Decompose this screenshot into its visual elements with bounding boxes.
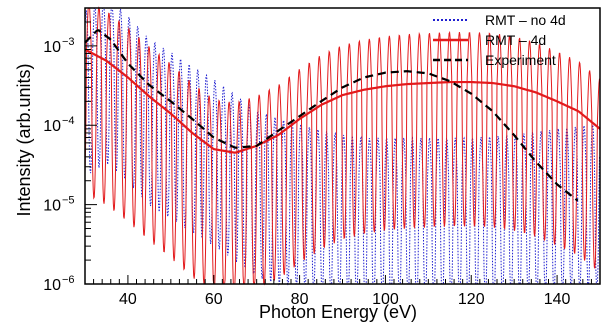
series-line-1 — [84, 48, 601, 154]
y-tick-exponent: −6 — [62, 274, 75, 286]
legend-label: Experiment — [485, 52, 556, 68]
series-line-2 — [84, 29, 579, 202]
x-axis-ticks: 40 60 80 100 120 140 — [84, 275, 601, 308]
x-tick-label: 140 — [544, 291, 571, 308]
y-tick-label: 10 — [43, 118, 61, 135]
raw-trace-4d — [84, 6, 600, 286]
legend: RMT – no 4d RMT – 4d Experiment — [433, 12, 566, 68]
legend-label: RMT – no 4d — [485, 12, 566, 28]
x-tick-label: 60 — [205, 291, 223, 308]
x-tick-label: 100 — [372, 291, 399, 308]
x-axis-label: Photon Energy (eV) — [259, 302, 417, 322]
raw-traces — [84, 6, 600, 286]
y-tick-label: 10 — [43, 277, 61, 294]
y-tick-label: 10 — [43, 39, 61, 56]
y-tick-exponent: −5 — [62, 195, 75, 207]
y-tick-exponent: −3 — [62, 36, 75, 48]
x-tick-label: 40 — [119, 291, 137, 308]
y-axis-ticks: 10−610−510−410−3 — [43, 7, 97, 294]
y-tick-label: 10 — [43, 198, 61, 215]
legend-label: RMT – 4d — [485, 32, 546, 48]
x-tick-label: 120 — [458, 291, 485, 308]
x-tick-label: 80 — [291, 291, 309, 308]
y-axis-label: Intensity (arb.units) — [14, 63, 34, 216]
smooth-traces — [84, 29, 601, 202]
y-tick-exponent: −4 — [62, 115, 75, 127]
